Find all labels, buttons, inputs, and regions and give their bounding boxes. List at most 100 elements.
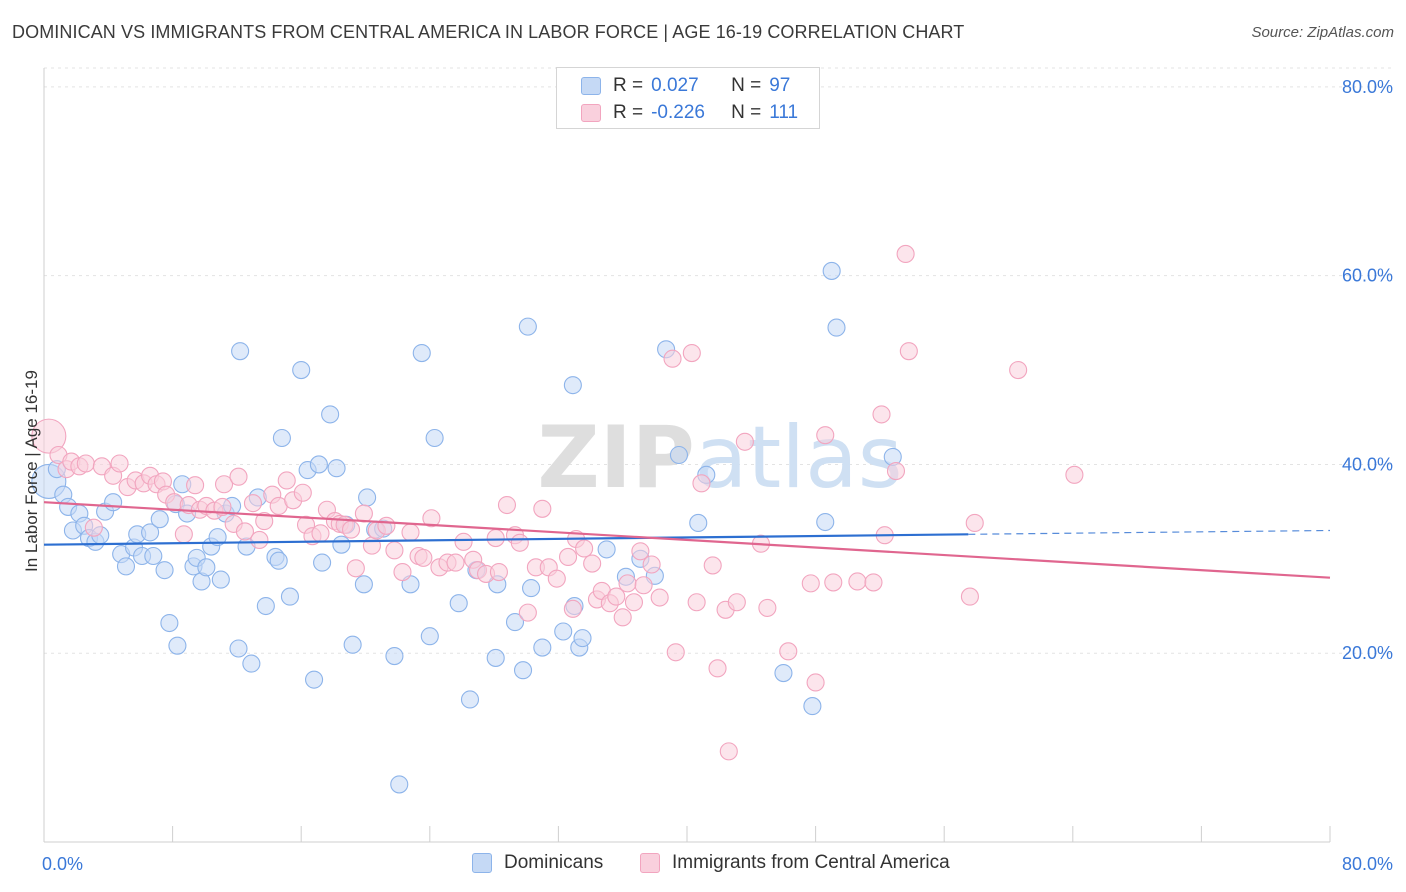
data-point — [727, 593, 746, 612]
data-point — [666, 643, 685, 662]
data-point — [505, 613, 525, 632]
data-point — [669, 445, 689, 465]
central-america-swatch — [581, 104, 601, 122]
data-point — [272, 428, 291, 448]
data-point — [806, 673, 825, 692]
data-point — [486, 648, 505, 667]
data-point — [518, 317, 537, 336]
trend-line-extension — [968, 529, 1331, 535]
data-point — [642, 555, 661, 574]
data-point — [144, 546, 163, 566]
r-label: R = — [613, 75, 644, 96]
data-point — [150, 510, 169, 529]
data-point — [689, 513, 708, 533]
r-label: R = — [613, 102, 644, 123]
data-point — [563, 376, 582, 395]
data-point — [269, 551, 288, 570]
data-point — [663, 349, 682, 368]
series-legend: Dominicans Immigrants from Central Ameri… — [0, 852, 1406, 878]
data-point — [362, 536, 381, 555]
data-point — [104, 493, 123, 512]
data-point — [242, 654, 261, 673]
data-point — [824, 573, 843, 592]
chart-title: DOMINICAN VS IMMIGRANTS FROM CENTRAL AME… — [12, 22, 965, 42]
data-point — [692, 474, 711, 493]
data-point — [497, 495, 517, 515]
data-point — [401, 523, 420, 542]
data-point — [522, 579, 541, 598]
data-point — [425, 428, 444, 448]
data-point — [547, 569, 566, 588]
data-point — [816, 426, 835, 445]
data-point — [687, 593, 706, 612]
x-tick-label: 80.0% — [1342, 854, 1393, 874]
data-point — [309, 455, 328, 474]
data-point — [719, 742, 738, 761]
data-point — [197, 558, 216, 577]
central-america-swatch — [640, 853, 660, 873]
y-tick-labels: 20.0% 40.0% 60.0% 80.0% — [1342, 77, 1393, 663]
trend-line — [43, 533, 969, 546]
data-point — [76, 454, 95, 473]
data-point — [327, 459, 346, 478]
data-point — [292, 360, 311, 380]
data-point — [801, 574, 820, 593]
data-point — [243, 494, 263, 513]
data-point — [449, 594, 468, 613]
data-point — [250, 530, 269, 550]
data-point — [321, 405, 340, 424]
data-point — [168, 636, 187, 655]
data-point — [256, 596, 275, 616]
data-point — [422, 509, 441, 528]
data-point — [703, 556, 722, 575]
data-point — [708, 659, 727, 678]
data-point — [575, 539, 594, 558]
y-tick-label: 80.0% — [1342, 77, 1393, 97]
data-point — [735, 432, 754, 451]
n-label: N = — [731, 102, 762, 123]
data-point — [634, 576, 653, 595]
x-tick-labels: 0.0% 80.0% — [42, 854, 1393, 874]
data-point — [235, 522, 254, 541]
data-point — [155, 561, 174, 580]
data-point — [116, 557, 136, 576]
data-point — [758, 598, 777, 617]
data-point — [533, 499, 552, 518]
data-point — [346, 559, 365, 578]
data-point — [211, 570, 230, 589]
n-value: 97 — [769, 75, 791, 96]
data-point — [896, 244, 915, 263]
data-point — [174, 525, 193, 544]
data-point — [486, 529, 505, 548]
data-point — [446, 553, 465, 572]
data-point — [354, 575, 373, 594]
dominicans-swatch — [472, 853, 492, 873]
data-point — [31, 418, 67, 454]
data-point — [84, 518, 103, 537]
data-point — [311, 524, 330, 543]
data-point — [420, 627, 439, 646]
data-point — [774, 663, 793, 683]
data-point — [803, 697, 822, 716]
data-point — [186, 476, 205, 495]
data-point — [510, 533, 529, 552]
n-label: N = — [731, 75, 762, 96]
data-point — [872, 405, 891, 424]
data-point — [624, 593, 644, 612]
watermark: ZIPatlas — [537, 408, 902, 508]
y-axis-title: In Labor Force | Age 16-19 — [22, 370, 41, 572]
data-point — [313, 553, 332, 572]
data-point — [816, 512, 835, 532]
data-point — [255, 512, 274, 531]
data-point — [827, 318, 846, 337]
data-point — [631, 542, 650, 561]
data-point — [650, 588, 669, 607]
data-point — [454, 532, 473, 551]
stats-legend: R = 0.027 N = 97 R = -0.226 N = 111 — [556, 67, 820, 129]
data-point — [554, 622, 573, 641]
data-point — [277, 471, 296, 490]
data-point — [558, 547, 578, 566]
y-tick-label: 40.0% — [1342, 454, 1393, 474]
data-point — [513, 661, 533, 680]
